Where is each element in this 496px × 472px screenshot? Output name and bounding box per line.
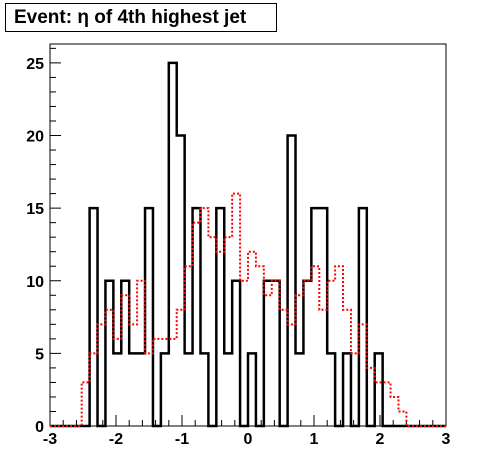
y-tick-label: 0 xyxy=(35,419,44,436)
y-tick-label: 5 xyxy=(35,346,44,363)
x-tick-label: -1 xyxy=(175,431,189,448)
x-tick-label: 0 xyxy=(244,431,253,448)
y-tick-label: 10 xyxy=(26,274,44,291)
series-group xyxy=(50,61,446,428)
x-tick-label: 2 xyxy=(376,431,385,448)
x-tick-label: 3 xyxy=(442,431,451,448)
x-tick-label: -3 xyxy=(43,431,57,448)
y-tick-label: 15 xyxy=(26,201,44,218)
y-tick-label: 20 xyxy=(26,129,44,146)
histogram-series-1 xyxy=(50,61,446,428)
tick-labels: -3 -2 -1 0 1 2 3 0 5 10 15 20 25 xyxy=(26,56,450,448)
histogram-series-2 xyxy=(50,192,446,427)
x-tick-label: -2 xyxy=(109,431,123,448)
y-tick-label: 25 xyxy=(26,56,44,73)
chart-title: Event: η of 4th highest jet xyxy=(5,3,277,32)
x-tick-label: 1 xyxy=(310,431,319,448)
